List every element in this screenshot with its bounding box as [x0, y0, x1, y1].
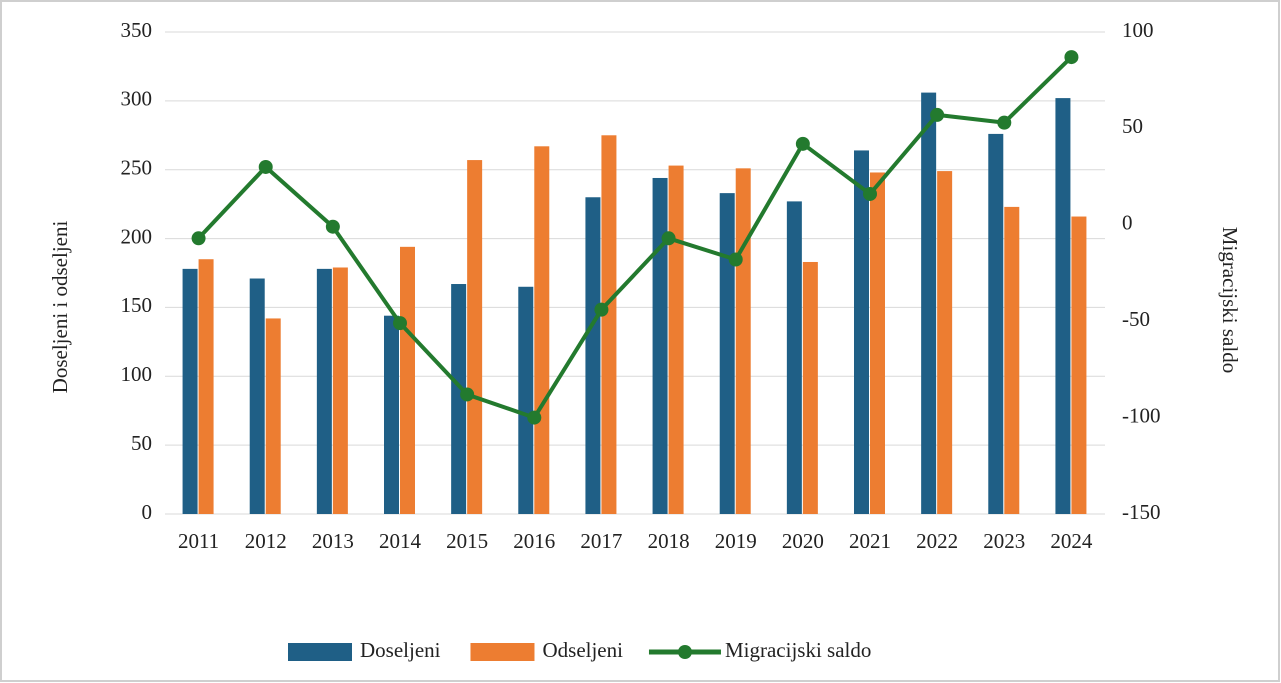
- bar: [854, 150, 869, 515]
- y-tick-label: 100: [121, 362, 153, 386]
- line-marker: [728, 252, 743, 267]
- x-tick-label: 2017: [580, 529, 622, 553]
- legend-label: Migracijski saldo: [725, 638, 871, 662]
- x-tick-label: 2022: [916, 529, 958, 553]
- legend-label: Doseljeni: [360, 638, 441, 662]
- x-tick-label: 2024: [1050, 529, 1093, 553]
- bar: [518, 286, 534, 514]
- bar: [988, 133, 1004, 514]
- bar: [802, 261, 818, 514]
- bar: [316, 268, 332, 514]
- line-marker: [1064, 50, 1079, 65]
- bar: [786, 201, 802, 515]
- bar: [735, 168, 751, 514]
- bar: [921, 92, 937, 514]
- y2-tick-label: -150: [1122, 500, 1161, 524]
- line-marker: [191, 231, 206, 246]
- y2-axis-title: Migracijski saldo: [1218, 227, 1242, 373]
- line-marker: [325, 219, 340, 234]
- x-tick-label: 2012: [245, 529, 287, 553]
- legend-label: Odseljeni: [542, 638, 623, 662]
- line-marker: [997, 115, 1012, 130]
- y-tick-label: 150: [121, 293, 153, 317]
- bar: [467, 160, 483, 514]
- x-tick-label: 2016: [513, 529, 555, 553]
- legend-swatch: [470, 643, 535, 661]
- y2-tick-label: -100: [1122, 403, 1161, 427]
- line: [197, 55, 1073, 421]
- y-tick-label: 50: [131, 431, 152, 455]
- bar: [601, 135, 617, 515]
- line-marker: [594, 302, 609, 317]
- bar: [384, 315, 399, 514]
- x-tick-label: 2015: [446, 529, 488, 553]
- y-tick-label: 300: [121, 87, 153, 111]
- y-tick-label: 350: [121, 18, 153, 42]
- x-tick-label: 2013: [312, 529, 354, 553]
- bar: [198, 259, 214, 514]
- y-axis-title: Doseljeni i odseljeni: [48, 221, 72, 394]
- y2-tick-label: 50: [1122, 114, 1143, 138]
- x-tick-label: 2021: [849, 529, 891, 553]
- line-marker: [863, 186, 877, 201]
- y2-tick-label: -50: [1122, 307, 1150, 331]
- y2-tick-label: 100: [1122, 18, 1154, 42]
- line-marker: [258, 159, 273, 174]
- bar: [534, 146, 550, 514]
- bar: [652, 177, 668, 514]
- x-tick-label: 2023: [983, 529, 1025, 553]
- line-marker: [930, 107, 945, 122]
- bar: [249, 278, 265, 514]
- bar: [1004, 206, 1020, 514]
- line-marker: [661, 231, 676, 246]
- bar: [585, 197, 601, 514]
- bar: [451, 284, 467, 514]
- y-tick-label: 200: [121, 224, 153, 248]
- line-marker: [527, 410, 542, 425]
- bar: [332, 267, 348, 514]
- line-marker: [795, 136, 810, 151]
- x-tick-label: 2018: [648, 529, 690, 553]
- x-tick-label: 2020: [782, 529, 824, 553]
- bar: [719, 193, 735, 514]
- legend-swatch: [288, 643, 352, 661]
- line-marker: [460, 387, 475, 402]
- y-tick-label: 0: [142, 500, 153, 524]
- x-tick-label: 2019: [715, 529, 757, 553]
- bar: [400, 246, 415, 514]
- x-tick-label: 2014: [379, 529, 422, 553]
- bar: [668, 165, 684, 514]
- x-tick-label: 2011: [178, 529, 219, 553]
- line-marker: [393, 316, 407, 331]
- bar: [937, 171, 953, 514]
- y-tick-label: 250: [121, 156, 153, 180]
- bar: [182, 268, 198, 514]
- legend-marker: [677, 645, 692, 659]
- bar: [870, 172, 885, 514]
- bar: [1071, 216, 1087, 514]
- y2-tick-label: 0: [1122, 211, 1133, 235]
- bar: [1055, 98, 1071, 515]
- bar: [265, 318, 281, 514]
